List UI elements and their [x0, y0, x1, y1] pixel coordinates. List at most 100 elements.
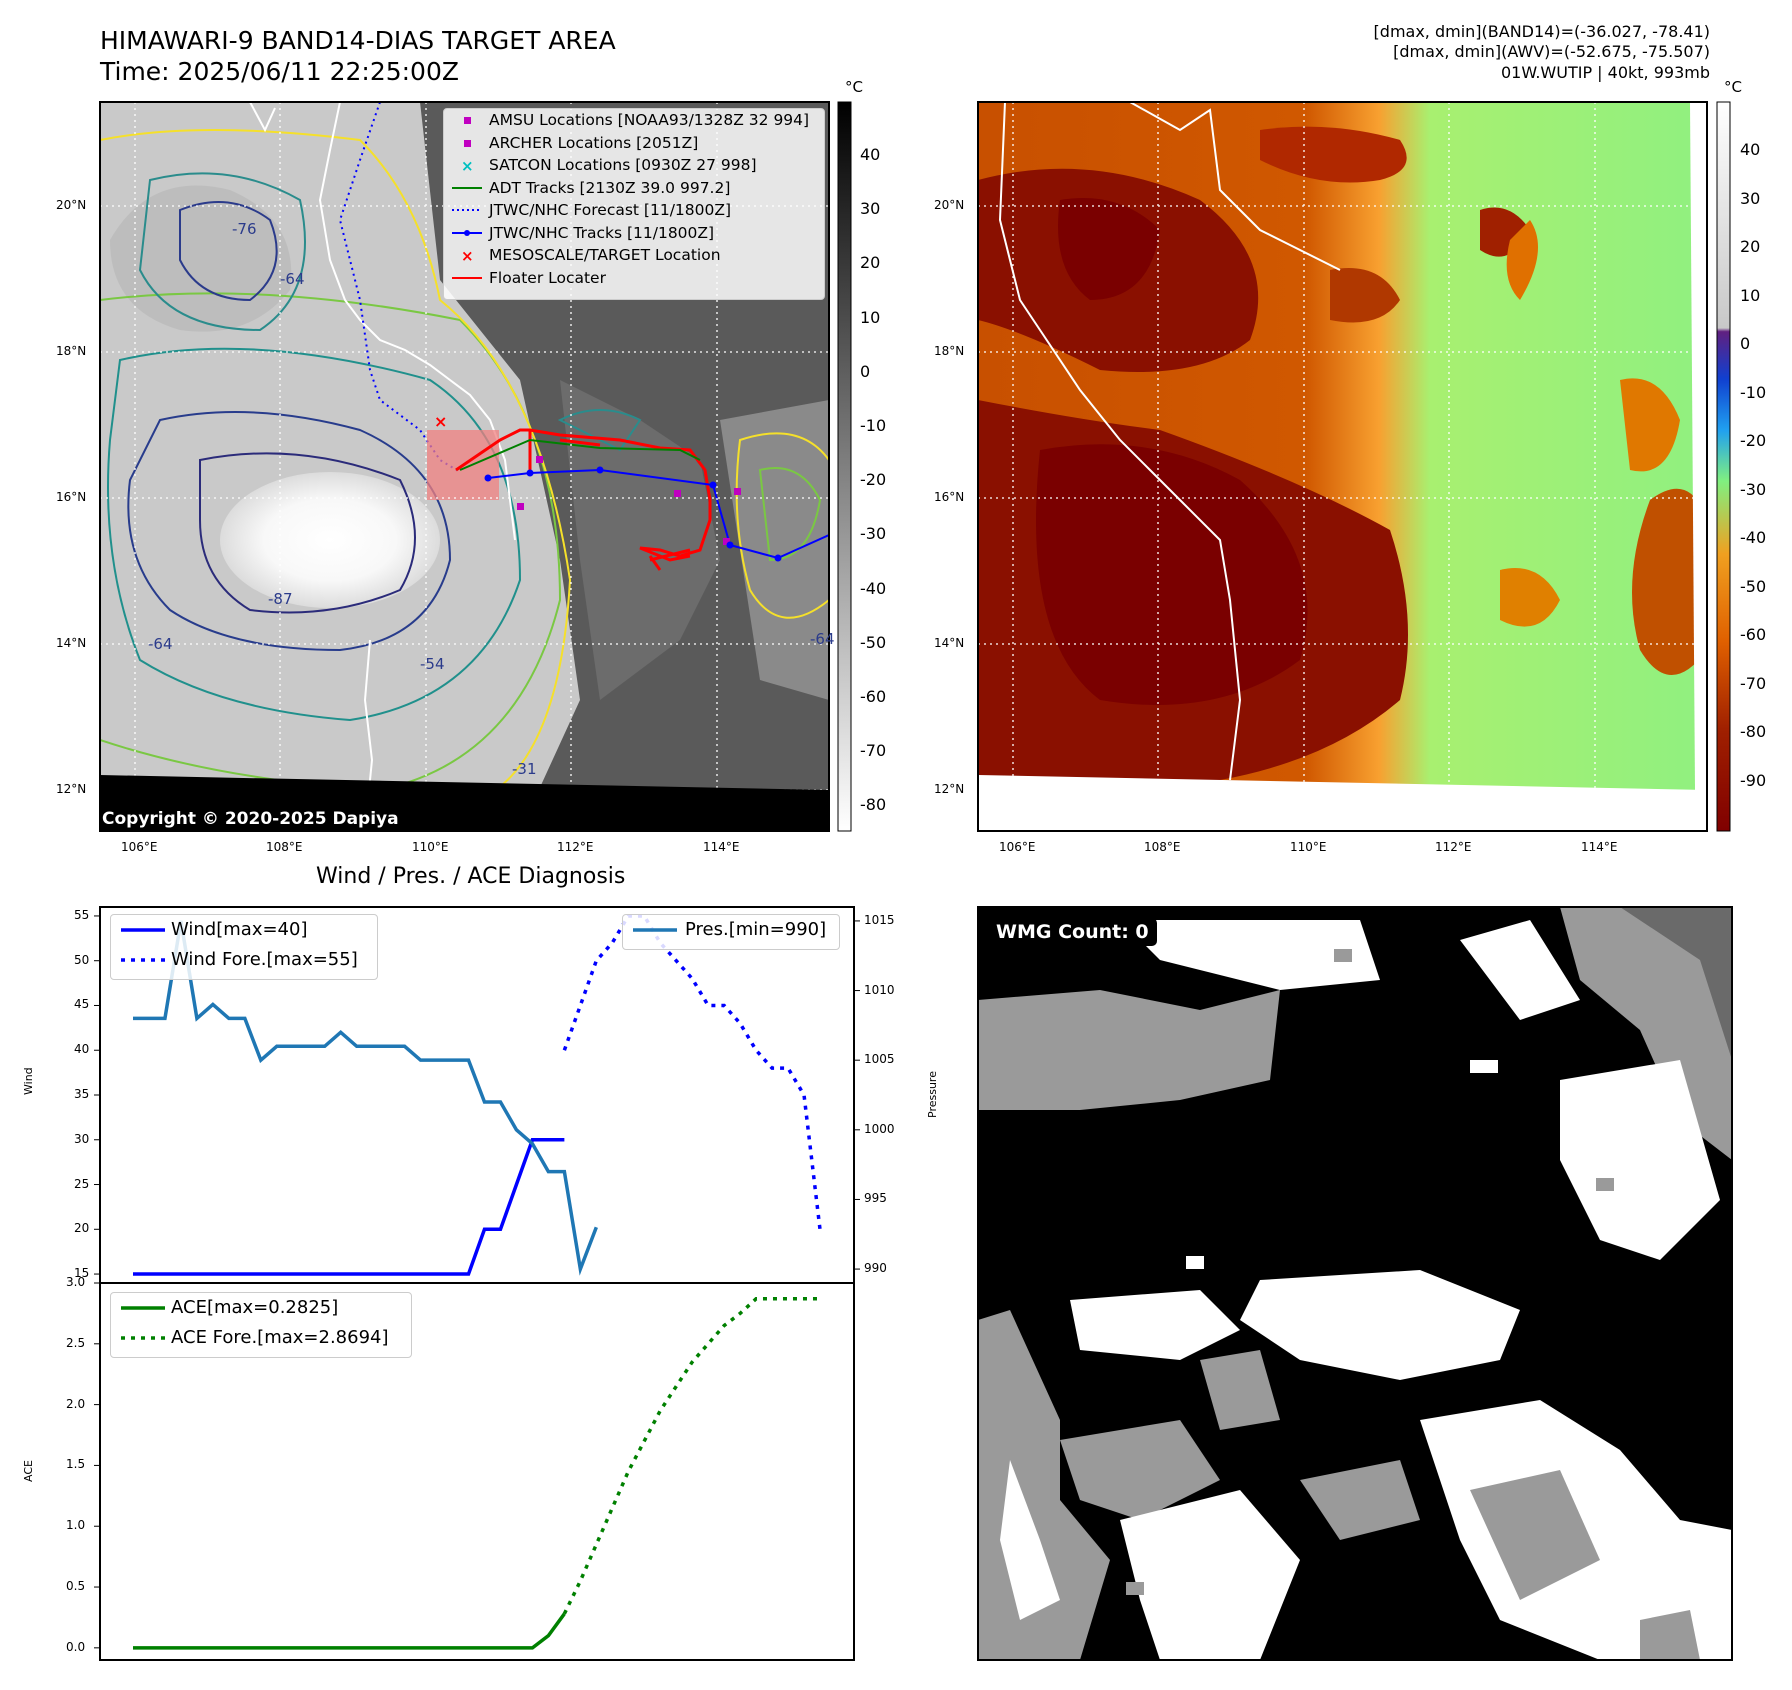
awv-colorbar-tick: -90 — [1740, 770, 1767, 790]
awv-colorbar-tick: 40 — [1740, 140, 1761, 159]
diagnosis-title: Wind / Pres. / ACE Diagnosis — [316, 864, 626, 889]
contour-label: -76 — [232, 220, 257, 238]
awv-colorbar-tick: 30 — [1740, 188, 1761, 208]
wmg-panel — [978, 907, 1732, 1660]
wind-tick: 55 — [74, 907, 90, 922]
legend-symbol-icon — [464, 117, 471, 124]
legend-line-icon — [121, 1336, 165, 1340]
legend-label: ADT Tracks [2130Z 39.0 997.2] — [489, 178, 731, 197]
contour-label: -87 — [268, 590, 293, 608]
awv-colorbar-tick: 0 — [1740, 334, 1751, 353]
awv-lon-tick: 106°E — [999, 840, 1036, 854]
pressure-tick: 995 — [864, 1191, 887, 1206]
contour-label: -31 — [512, 760, 537, 778]
ace-tick: 0.5 — [66, 1579, 86, 1594]
ir-colorbar-tick: 0 — [860, 361, 871, 381]
legend-symbol-icon — [452, 229, 482, 236]
ir-lat-tick: 18°N — [56, 344, 87, 358]
wind-tick: 45 — [74, 997, 90, 1012]
contour-label: -64 — [148, 635, 173, 653]
svg-text:×: × — [434, 412, 447, 431]
ir-lon-tick: 112°E — [557, 840, 594, 854]
ace-tick: 1.0 — [66, 1518, 86, 1533]
wind-axis-label: Wind — [22, 1067, 35, 1095]
map-legend-entry: ADT Tracks [2130Z 39.0 997.2] — [444, 177, 824, 200]
ir-lat-tick: 20°N — [56, 198, 87, 212]
ace-tick: 1.5 — [66, 1457, 86, 1472]
legend-label: SATCON Locations [0930Z 27 998] — [489, 156, 757, 174]
ace-line — [133, 1612, 566, 1650]
legend-label: ARCHER Locations [2051Z] — [489, 133, 699, 152]
ir-colorbar-unit: °C — [845, 78, 863, 96]
map-legend-entry: JTWC/NHC Forecast [11/1800Z] — [444, 199, 824, 222]
ir-colorbar-tick: 20 — [860, 253, 881, 273]
ace-y-ticks — [94, 1282, 100, 1649]
awv-colorbar-tick: -20 — [1740, 431, 1767, 450]
pressure-tick: 1005 — [864, 1052, 895, 1067]
figure-time: Time: 2025/06/11 22:25:00Z — [100, 57, 459, 86]
legend-symbol-icon — [452, 276, 482, 279]
wind-line — [133, 1138, 565, 1276]
ace-series — [133, 1297, 820, 1650]
legend-label: Wind[max=40] — [171, 919, 308, 940]
legend-symbol-icon — [452, 186, 482, 189]
legend-symbol-icon — [452, 209, 482, 211]
band14-range-info: [dmax, dmin](BAND14)=(-36.027, -78.41) — [1373, 22, 1710, 41]
ir-colorbar-tick: 30 — [860, 199, 881, 219]
awv-lat-tick: 12°N — [934, 782, 965, 796]
wind-legend: Wind[max=40] Wind Fore.[max=55] — [110, 914, 378, 980]
pressure-tick: 1010 — [864, 982, 895, 997]
awv-colorbar-tick: 20 — [1740, 237, 1761, 256]
chart-legend-entry: Wind Fore.[max=55] — [111, 945, 377, 975]
ir-lon-tick: 114°E — [703, 840, 740, 854]
awv-colorbar-tick: 10 — [1740, 285, 1761, 305]
ir-colorbar-tick: 10 — [860, 307, 881, 327]
pressure-y-ticks — [854, 920, 860, 1270]
svg-text:×: × — [461, 157, 474, 175]
map-legend-entry: × SATCON Locations [0930Z 27 998] — [444, 154, 824, 177]
awv-colorbar-tick: -80 — [1740, 722, 1767, 741]
map-legend-entry: JTWC/NHC Tracks [11/1800Z] — [444, 222, 824, 245]
pressure-tick: 1000 — [864, 1121, 895, 1136]
map-legend: AMSU Locations [NOAA93/1328Z 32 994] ARCH… — [443, 108, 825, 300]
legend-label: Wind Fore.[max=55] — [171, 949, 358, 970]
ace-forecast-line — [562, 1297, 820, 1615]
chart-legend-entry: Pres.[min=990] — [623, 915, 839, 945]
contour-label: -64 — [280, 270, 305, 288]
wind-tick: 20 — [74, 1221, 90, 1236]
awv-lat-tick: 20°N — [934, 198, 965, 212]
awv-colorbar-tick: -50 — [1740, 576, 1767, 596]
map-legend-entry: × MESOSCALE/TARGET Location — [444, 244, 824, 267]
ir-lat-tick: 12°N — [56, 782, 87, 796]
wind-tick: 30 — [74, 1131, 90, 1146]
wind-tick: 35 — [74, 1087, 90, 1101]
figure-title: HIMAWARI-9 BAND14-DIAS TARGET AREA — [100, 26, 616, 55]
contour-label: -54 — [420, 655, 445, 673]
ace-axis-label: ACE — [22, 1460, 35, 1482]
awv-colorbar-tick: -60 — [1740, 625, 1767, 644]
wind-tick: 15 — [74, 1266, 90, 1281]
ace-tick: 0.0 — [66, 1639, 86, 1654]
awv-colorbar-tick: -10 — [1740, 382, 1767, 402]
pressure-tick: 990 — [864, 1261, 887, 1276]
ir-colorbar-tick: -60 — [860, 687, 887, 706]
chart-legend-entry: Wind[max=40] — [111, 915, 377, 945]
map-legend-entry: Floater Locater — [444, 267, 824, 290]
wind-forecast-line — [562, 914, 822, 1230]
legend-label: ACE Fore.[max=2.8694] — [171, 1327, 389, 1348]
legend-label: Pres.[min=990] — [685, 919, 827, 940]
ir-colorbar-tick: -10 — [860, 416, 887, 435]
wind-y-ticks — [94, 915, 100, 1275]
ir-colorbar-tick: 40 — [860, 145, 881, 164]
chart-legend-entry: ACE[max=0.2825] — [111, 1293, 411, 1323]
awv-lon-tick: 108°E — [1144, 840, 1181, 854]
ir-colorbar-tick: -50 — [860, 632, 887, 652]
awv-lat-tick: 18°N — [934, 344, 965, 358]
wind-series — [133, 914, 822, 1276]
legend-label: ACE[max=0.2825] — [171, 1297, 339, 1318]
awv-lon-tick: 110°E — [1290, 840, 1327, 854]
awv-range-info: [dmax, dmin](AWV)=(-52.675, -75.507) — [1393, 42, 1710, 61]
legend-line-icon — [633, 928, 677, 932]
legend-symbol-icon: × — [461, 157, 474, 175]
chart-legend-entry: ACE Fore.[max=2.8694] — [111, 1323, 411, 1353]
